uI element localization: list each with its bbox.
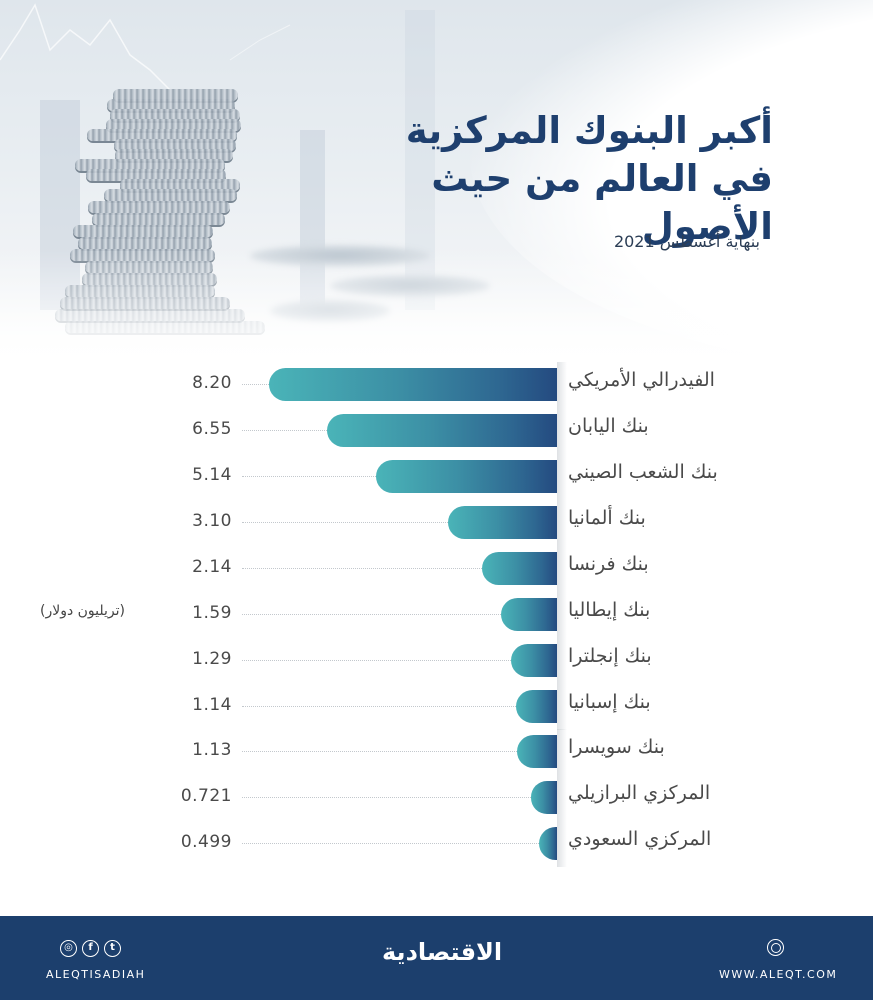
twitter-icon[interactable]: t [104,940,121,957]
leader-dots [242,660,511,661]
bar-value: 2.14 [192,557,232,577]
chart-row: 0.721 المركزي البرازيلي [0,775,873,821]
bar-edge-shadow [557,546,567,592]
bar [539,827,557,860]
chart-row: 1.59 بنك إيطاليا [0,592,873,638]
bar-label: بنك إسبانيا [568,691,651,713]
chart-row: 8.20 الفيدرالي الأمريكي [0,362,873,408]
chart-row: 6.55 بنك اليابان [0,408,873,454]
bar-edge-shadow [557,454,567,500]
leader-dots [242,751,517,752]
instagram-icon[interactable]: ◎ [60,940,77,957]
leader-dots [242,797,531,798]
leader-dots [242,843,539,844]
leader-dots [242,522,448,523]
facebook-icon[interactable]: f [82,940,99,957]
chart-row: 3.10 بنك ألمانيا [0,500,873,546]
bar-edge-shadow [557,729,567,775]
bar-label: الفيدرالي الأمريكي [568,369,715,391]
bar [376,460,557,493]
footer: ◎ f t ALEQTISADIAH الاقتصادية WWW.ALEQT.… [0,916,873,1000]
chart-title: أكبر البنوك المركزية في العالم من حيث ال… [353,107,773,251]
title-line-1: أكبر البنوك المركزية [405,109,773,152]
leader-dots [242,430,327,431]
bar [516,690,557,723]
chart-row: 1.14 بنك إسبانيا [0,684,873,730]
bar-label: بنك فرنسا [568,553,649,575]
leader-dots [242,706,516,707]
bar-label: المركزي البرازيلي [568,782,711,804]
bar-label: بنك اليابان [568,415,649,437]
chart-row: 2.14 بنك فرنسا [0,546,873,592]
bar-value: 1.29 [192,649,232,669]
social-links: ◎ f t [60,940,121,957]
leader-dots [242,614,501,615]
chart-row: 5.14 بنك الشعب الصيني [0,454,873,500]
bar [511,644,557,677]
website-link[interactable]: WWW.ALEQT.COM [719,968,838,981]
trend-line-decoration [0,3,291,91]
bar [269,368,557,401]
bar-value: 0.721 [180,786,232,806]
unit-label: (تريليون دولار) [40,603,126,619]
bar-value: 3.10 [192,511,232,531]
bar-label: بنك ألمانيا [568,507,646,529]
brand-logo: الاقتصادية [382,938,503,966]
bar [517,735,557,768]
bar-edge-shadow [557,638,567,684]
bar-label: بنك الشعب الصيني [568,461,718,483]
bar-edge-shadow [557,821,567,867]
bar-label: بنك سويسرا [568,736,665,758]
bar-value: 1.13 [192,740,232,760]
bar-edge-shadow [557,362,567,408]
chart-subtitle: بنهاية أغسطس 2021 [613,232,760,251]
leader-dots [242,568,482,569]
bar [531,781,557,814]
bar-value: 8.20 [192,373,232,393]
leader-dots [242,384,269,385]
bar [448,506,557,539]
bar-value: 1.59 [192,603,232,623]
hero-background [0,0,873,370]
bar [327,414,557,447]
bar-edge-shadow [557,500,567,546]
bar-value: 1.14 [192,695,232,715]
bar-edge-shadow [557,592,567,638]
bar [501,598,557,631]
globe-icon [767,939,784,956]
bar-label: بنك إنجلترا [568,645,652,667]
bar-edge-shadow [557,408,567,454]
chart-row: 0.499 المركزي السعودي [0,821,873,867]
chart-row: 1.29 بنك إنجلترا [0,638,873,684]
leader-dots [242,476,376,477]
bar [482,552,557,585]
chart-row: 1.13 بنك سويسرا [0,729,873,775]
bar-chart: 8.20 الفيدرالي الأمريكي 6.55 بنك اليابان… [0,362,873,868]
bar-label: بنك إيطاليا [568,599,651,621]
bar-label: المركزي السعودي [568,828,712,850]
bar-value: 5.14 [192,465,232,485]
hero-fade [0,250,873,370]
bar-value: 6.55 [192,419,232,439]
title-line-2: في العالم من حيث الأصول [431,157,773,248]
bar-edge-shadow [557,684,567,730]
bar-value: 0.499 [180,832,232,852]
social-handle: ALEQTISADIAH [46,968,146,981]
bar-edge-shadow [557,775,567,821]
